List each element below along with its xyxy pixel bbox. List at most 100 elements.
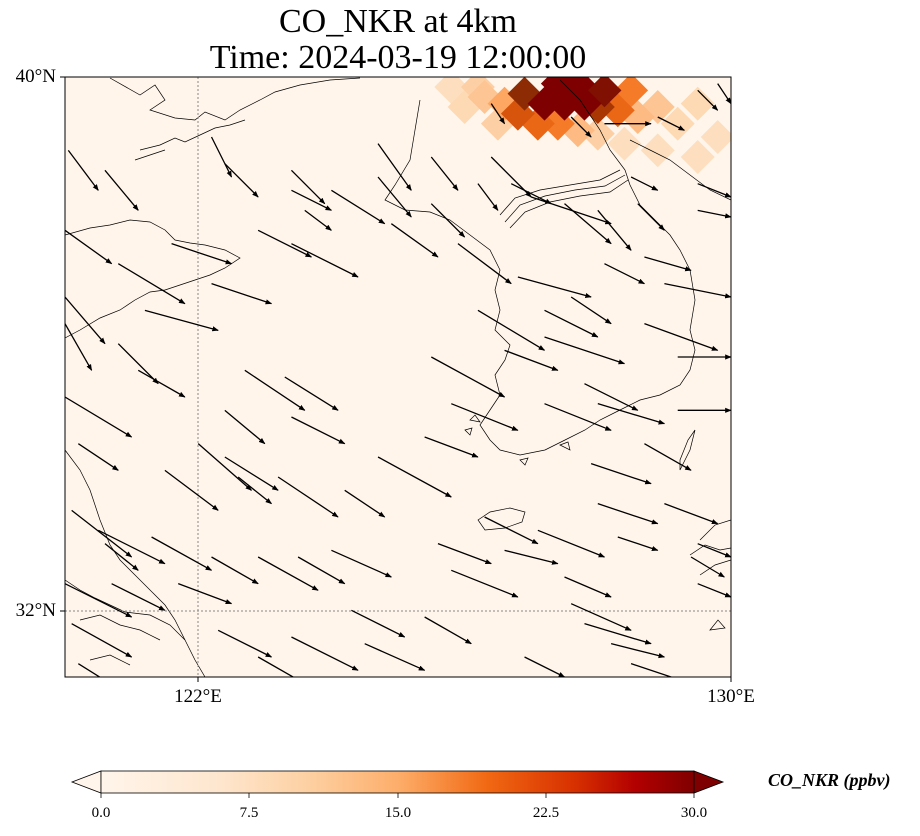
lon-label-130e: 130°E (707, 686, 755, 707)
lat-label-40n: 40°N (15, 66, 56, 87)
wind-arrow (291, 189, 332, 211)
wind-arrow (65, 296, 106, 345)
wind-arrow (504, 349, 559, 371)
colorbar-tick-2: 15.0 (384, 805, 412, 821)
wind-arrow (544, 403, 612, 431)
wind-arrow (437, 543, 492, 565)
wind-arrow (544, 336, 626, 365)
wind-arrow (570, 296, 612, 325)
colorbar-extend-high (693, 770, 725, 794)
wind-arrow (224, 456, 279, 491)
wind-arrow (524, 656, 566, 677)
wind-arrow (224, 409, 266, 445)
map-background (65, 77, 731, 677)
wind-arrow (291, 416, 346, 445)
wind-arrow (597, 209, 632, 251)
wind-arrow (630, 663, 674, 677)
wind-arrow (244, 369, 306, 411)
wind-arrow (604, 263, 646, 285)
wind-arrow (377, 456, 452, 498)
wind-arrow (390, 223, 439, 258)
wind-arrow (137, 369, 186, 398)
wind-arrow (111, 583, 166, 611)
wind-arrow (71, 509, 133, 558)
wind-arrow (430, 156, 459, 191)
wind-arrow (490, 156, 532, 198)
wind-arrow (210, 136, 233, 178)
plume-cell (640, 133, 675, 168)
wind-arrow (610, 643, 666, 659)
wind-arrow (484, 516, 539, 545)
wind-arrow (644, 443, 692, 471)
wind-arrow (331, 549, 392, 578)
wind-arrow (697, 209, 731, 219)
axis-ticks (60, 76, 732, 682)
wind-arrow (290, 169, 326, 205)
wind-arrow (490, 103, 506, 125)
wind-arrow (377, 143, 412, 191)
coastlines (65, 77, 731, 677)
wind-arrow (177, 583, 233, 605)
wind-arrow (271, 684, 318, 704)
wind-arrow (537, 529, 606, 558)
wind-arrow (697, 183, 731, 198)
colorbar-tick-1: 7.5 (239, 805, 259, 821)
wind-arrow (530, 196, 612, 225)
map-frame (64, 76, 732, 678)
wind-arrow (597, 403, 666, 425)
wind-arrow (224, 163, 259, 198)
wind-arrow (297, 556, 346, 585)
wind-arrow (98, 529, 166, 565)
wind-arrow (664, 283, 731, 299)
wind-arrow (257, 656, 295, 677)
wind-arrow (697, 89, 719, 111)
wind-arrow (164, 469, 219, 511)
wind-arrow (717, 83, 731, 105)
wind-arrow (197, 443, 252, 491)
colorbar-tick-4: 30.0 (680, 805, 708, 821)
wind-arrow (544, 309, 599, 338)
wind-arrow (630, 176, 659, 191)
wind-arrow (430, 203, 466, 238)
wind-arrow (697, 543, 731, 558)
wind-arrow (590, 463, 652, 485)
lon-label-122e: 122°E (174, 686, 222, 707)
wind-arrow (65, 323, 93, 371)
wind-arrow (364, 643, 426, 671)
graticule (65, 77, 731, 677)
wind-arrow (144, 309, 219, 332)
wind-arrow (597, 503, 659, 525)
wind-arrow (217, 629, 273, 658)
wind-arrow (477, 309, 546, 351)
colorbar (70, 770, 725, 798)
map-title-line2: Time: 2024-03-19 12:00:00 (209, 39, 587, 76)
wind-arrow (570, 116, 592, 138)
wind-arrow (690, 556, 725, 578)
colorbar-gradient (100, 770, 695, 794)
wind-arrow (65, 583, 133, 618)
wind-arrow (117, 343, 159, 385)
wind-arrow (570, 603, 632, 631)
colorbar-label: CO_NKR (ppbv) (768, 770, 891, 790)
wind-arrow (65, 229, 113, 265)
wind-arrow (237, 476, 272, 505)
wind-arrow (331, 189, 386, 225)
colorbar-tick-0: 0.0 (91, 805, 111, 821)
wind-arrow (457, 243, 512, 285)
wind-arrow (517, 276, 592, 298)
wind-arrow (291, 636, 359, 671)
colorbar-extend-low (70, 770, 102, 794)
coastline-liaodong (109, 77, 361, 121)
wind-arrow (291, 243, 359, 278)
lat-label-32n: 32°N (15, 600, 56, 621)
wind-arrow (211, 283, 273, 305)
plume-cell (680, 140, 715, 174)
wind-arrow (77, 443, 119, 471)
wind-arrow (424, 616, 472, 645)
wind-arrow (104, 169, 139, 211)
wind-arrow (564, 576, 612, 598)
wind-arrow (644, 256, 692, 272)
wind-arrow (377, 176, 412, 218)
wind-arrow (151, 536, 213, 571)
